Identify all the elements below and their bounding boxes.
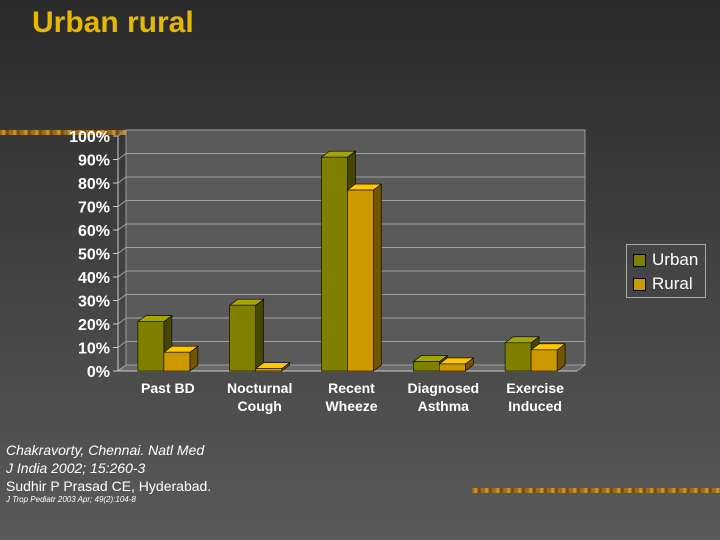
x-category-label: Diagnosed [408, 380, 480, 396]
x-category-label: Wheeze [325, 398, 377, 414]
x-category-label: Past BD [141, 380, 195, 396]
x-category-label: Induced [508, 398, 562, 414]
legend-label-rural: Rural [652, 274, 693, 293]
gridline [117, 223, 585, 231]
y-tick-label: 50% [78, 247, 110, 264]
slide-title: Urban rural [32, 6, 194, 39]
citation-prasad: Sudhir P Prasad CE, Hyderabad. [6, 478, 212, 494]
citation-chakravorty: Chakravorty, Chennai. Natl Med J India 2… [6, 441, 204, 477]
y-tick-label: 80% [78, 176, 110, 193]
y-tick-label: 0% [87, 364, 110, 381]
citation-line-1: Chakravorty, Chennai. Natl Med [6, 442, 205, 458]
y-tick-label: 10% [78, 341, 110, 358]
bar-rural [438, 363, 466, 372]
bar-urban [321, 156, 348, 372]
y-tick-label: 20% [78, 317, 110, 334]
gridline [117, 317, 585, 325]
citation-line-2: J India 2002; 15:260-3 [6, 460, 146, 476]
gridline [117, 153, 585, 160]
decorative-bar-bottom [472, 488, 720, 493]
bar-rural [347, 189, 374, 372]
gridline [117, 270, 585, 278]
gridline [117, 176, 585, 184]
y-tick-label: 30% [78, 294, 110, 311]
y-tick-label: 70% [78, 200, 110, 217]
bar-rural [255, 368, 282, 372]
bar-side-rural [373, 183, 382, 372]
bar-rural [530, 349, 558, 372]
legend-item-urban: Urban [633, 250, 698, 270]
legend-swatch-rural [633, 277, 646, 291]
x-category-label: Nocturnal [227, 380, 292, 396]
x-category-label: Cough [238, 398, 282, 414]
chart-legend: Urban Rural [626, 244, 706, 298]
bar-urban [412, 361, 440, 372]
bar-urban [504, 342, 532, 372]
bar-rural [163, 351, 191, 372]
gridline [117, 200, 585, 207]
x-category-label: Asthma [418, 398, 470, 414]
gridline [117, 294, 585, 301]
bar-side-urban [255, 298, 265, 372]
legend-label-urban: Urban [652, 250, 699, 269]
gridline [117, 341, 585, 348]
y-tick-label: 40% [78, 270, 110, 287]
y-tick-label: 100% [69, 129, 110, 146]
x-category-label: Recent [328, 380, 375, 396]
y-tick-label: 90% [78, 153, 110, 170]
legend-item-rural: Rural [633, 274, 693, 294]
bar-urban [229, 304, 256, 372]
x-category-label: Exercise [506, 380, 564, 396]
gridline [117, 247, 585, 254]
bar-urban [137, 321, 165, 372]
gridline [117, 129, 585, 137]
y-tick-label: 60% [78, 223, 110, 240]
legend-swatch-urban [633, 253, 646, 267]
citation-journal: J Trop Pediatr 2003 Apr; 49(2):104-8 [6, 495, 136, 504]
